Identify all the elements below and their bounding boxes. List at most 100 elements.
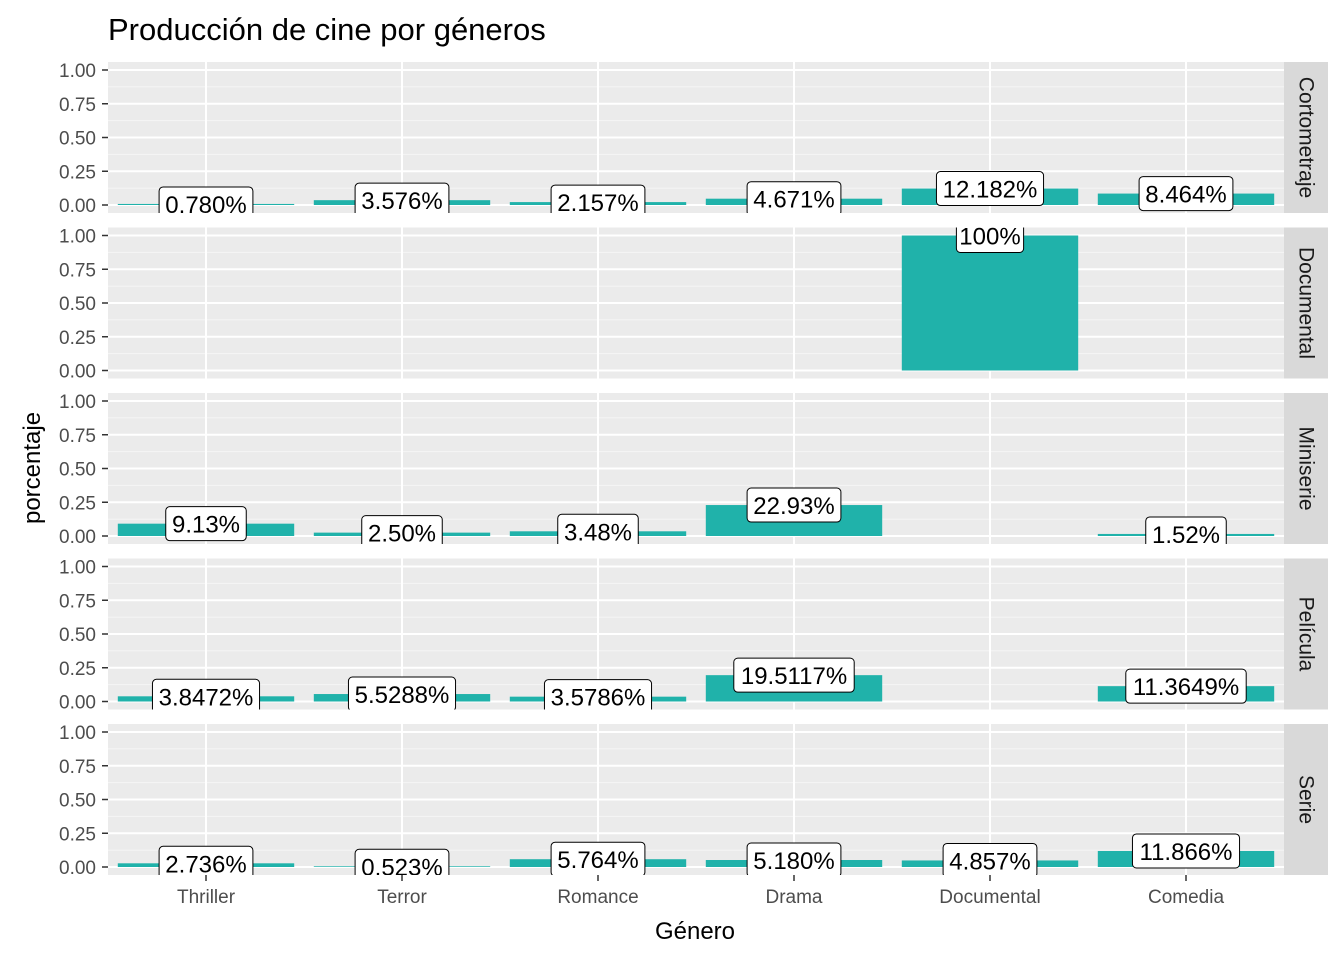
data-label: 2.157% [557,190,638,217]
x-tick-label: Romance [557,887,638,908]
y-tick-label: 0.75 [59,95,96,116]
data-label: 5.5288% [355,682,450,709]
data-label: 3.8472% [159,684,254,711]
y-axis-title: porcentaje [19,412,46,524]
data-label: 3.5786% [551,685,646,712]
data-label: 4.857% [949,848,1030,875]
data-label: 2.736% [165,851,246,878]
data-label-box [746,487,842,523]
facet-strip [1284,558,1328,710]
data-label-box [1138,176,1234,212]
data-label: 4.671% [753,187,834,214]
y-tick-label: 0.25 [59,162,96,183]
y-tick-label: 0.50 [59,294,96,315]
facet-strip [1284,62,1328,213]
x-tick-label: Terror [377,887,427,908]
data-label-box [361,515,443,544]
y-tick-label: 0.75 [59,260,96,281]
data-label: 3.576% [361,188,442,215]
chart-title: Producción de cine por géneros [108,12,546,47]
x-tick-label: Documental [939,887,1040,908]
data-label: 8.464% [1145,182,1226,209]
data-label-box [955,227,1025,253]
facet-panel-serie: 0.00 0.25 0.50 0.75 1.00 2.736% 0.523% 5.764% 5.… [59,723,1328,881]
facet-strip-label: Miniserie [1295,426,1318,510]
data-label: 2.50% [368,521,436,548]
y-tick-label: 1.00 [59,558,96,579]
data-label-box [733,657,855,693]
y-tick-label: 0.50 [59,791,96,812]
facet-panel-documental: 0.00 0.25 0.50 0.75 1.00 100% Documental [59,224,1328,383]
data-label-box [158,845,254,875]
data-labels: 2.736% 0.523% 5.764% 5.180% 4.857% 11.866% [158,833,1241,881]
data-label: 100% [959,224,1020,251]
facet-strip [1284,724,1328,875]
data-label-box [165,506,247,542]
data-label: 5.764% [557,847,638,874]
x-tick-label: Drama [765,887,822,908]
data-label: 0.780% [165,192,246,219]
y-tick-label: 0.25 [59,328,96,349]
y-tick-label: 0.00 [59,196,96,217]
data-label: 12.182% [943,177,1038,204]
y-tick-label: 0.25 [59,659,96,680]
data-label-box [347,676,457,710]
x-axis: Thriller Terror Romance Drama Documental Come… [177,875,1224,908]
data-labels: 100% [955,224,1025,253]
data-label-box [151,678,261,710]
data-label-box [557,513,639,544]
facet-panel-película: 0.00 0.25 0.50 0.75 1.00 3.8472% 5.5288% 3.5786… [59,558,1328,714]
y-tick-label: 0.75 [59,591,96,612]
data-label: 11.866% [1140,839,1233,866]
data-label: 0.523% [361,854,442,881]
data-label: 19.5117% [741,663,847,690]
data-label-box [158,186,254,213]
y-tick-label: 0.00 [59,858,96,879]
y-tick-label: 1.00 [59,227,96,248]
y-tick-label: 0.25 [59,824,96,845]
facet-panels: 0.00 0.25 0.50 0.75 1.00 0.780% 3.576% 2.157% 4.… [59,61,1328,881]
x-axis-title: Género [655,918,735,945]
bar [901,235,1079,371]
x-tick-label: Thriller [177,887,236,908]
data-label-box [550,841,646,875]
data-label-box [354,182,450,213]
data-label-box [550,184,646,213]
data-label-box [354,848,450,875]
data-label: 5.180% [753,848,834,875]
facet-strip [1284,227,1328,379]
facet-strip-label: Serie [1295,775,1318,824]
y-tick-label: 0.75 [59,426,96,447]
facet-strip [1284,393,1328,544]
data-label-box [746,181,842,213]
y-tick-label: 0.50 [59,625,96,646]
x-tick-label: Comedia [1148,887,1224,908]
data-labels: 3.8472% 5.5288% 3.5786% 19.5117% 11.3649% [151,657,1247,712]
y-tick-label: 0.50 [59,460,96,481]
y-tick-label: 1.00 [59,392,96,413]
data-label: 3.48% [564,519,632,546]
data-label-box [1131,833,1241,869]
data-label: 22.93% [753,493,834,520]
y-tick-label: 0.50 [59,129,96,150]
data-label-box [1125,668,1247,704]
facet-strip-label: Cortometraje [1295,77,1318,198]
y-tick-label: 0.00 [59,362,96,383]
data-label: 1.52% [1152,522,1220,549]
facet-strip-label: Documental [1295,247,1318,359]
data-label-box [746,842,842,875]
y-tick-label: 0.75 [59,757,96,778]
data-labels: 0.780% 3.576% 2.157% 4.671% 12.182% 8.464% [158,171,1234,219]
facet-panel-miniserie: 0.00 0.25 0.50 0.75 1.00 9.13% 2.50% 3.48% 22.93… [59,392,1328,549]
data-label: 9.13% [172,512,240,539]
data-label-box [1145,516,1227,544]
y-tick-label: 0.00 [59,693,96,714]
data-labels: 9.13% 2.50% 3.48% 22.93% 1.52% [165,487,1227,549]
y-tick-label: 0.00 [59,527,96,548]
data-label-box [543,679,653,710]
facet-strip-label: Película [1295,597,1318,672]
y-tick-label: 1.00 [59,723,96,744]
y-tick-label: 1.00 [59,61,96,82]
data-label-box [935,171,1045,207]
